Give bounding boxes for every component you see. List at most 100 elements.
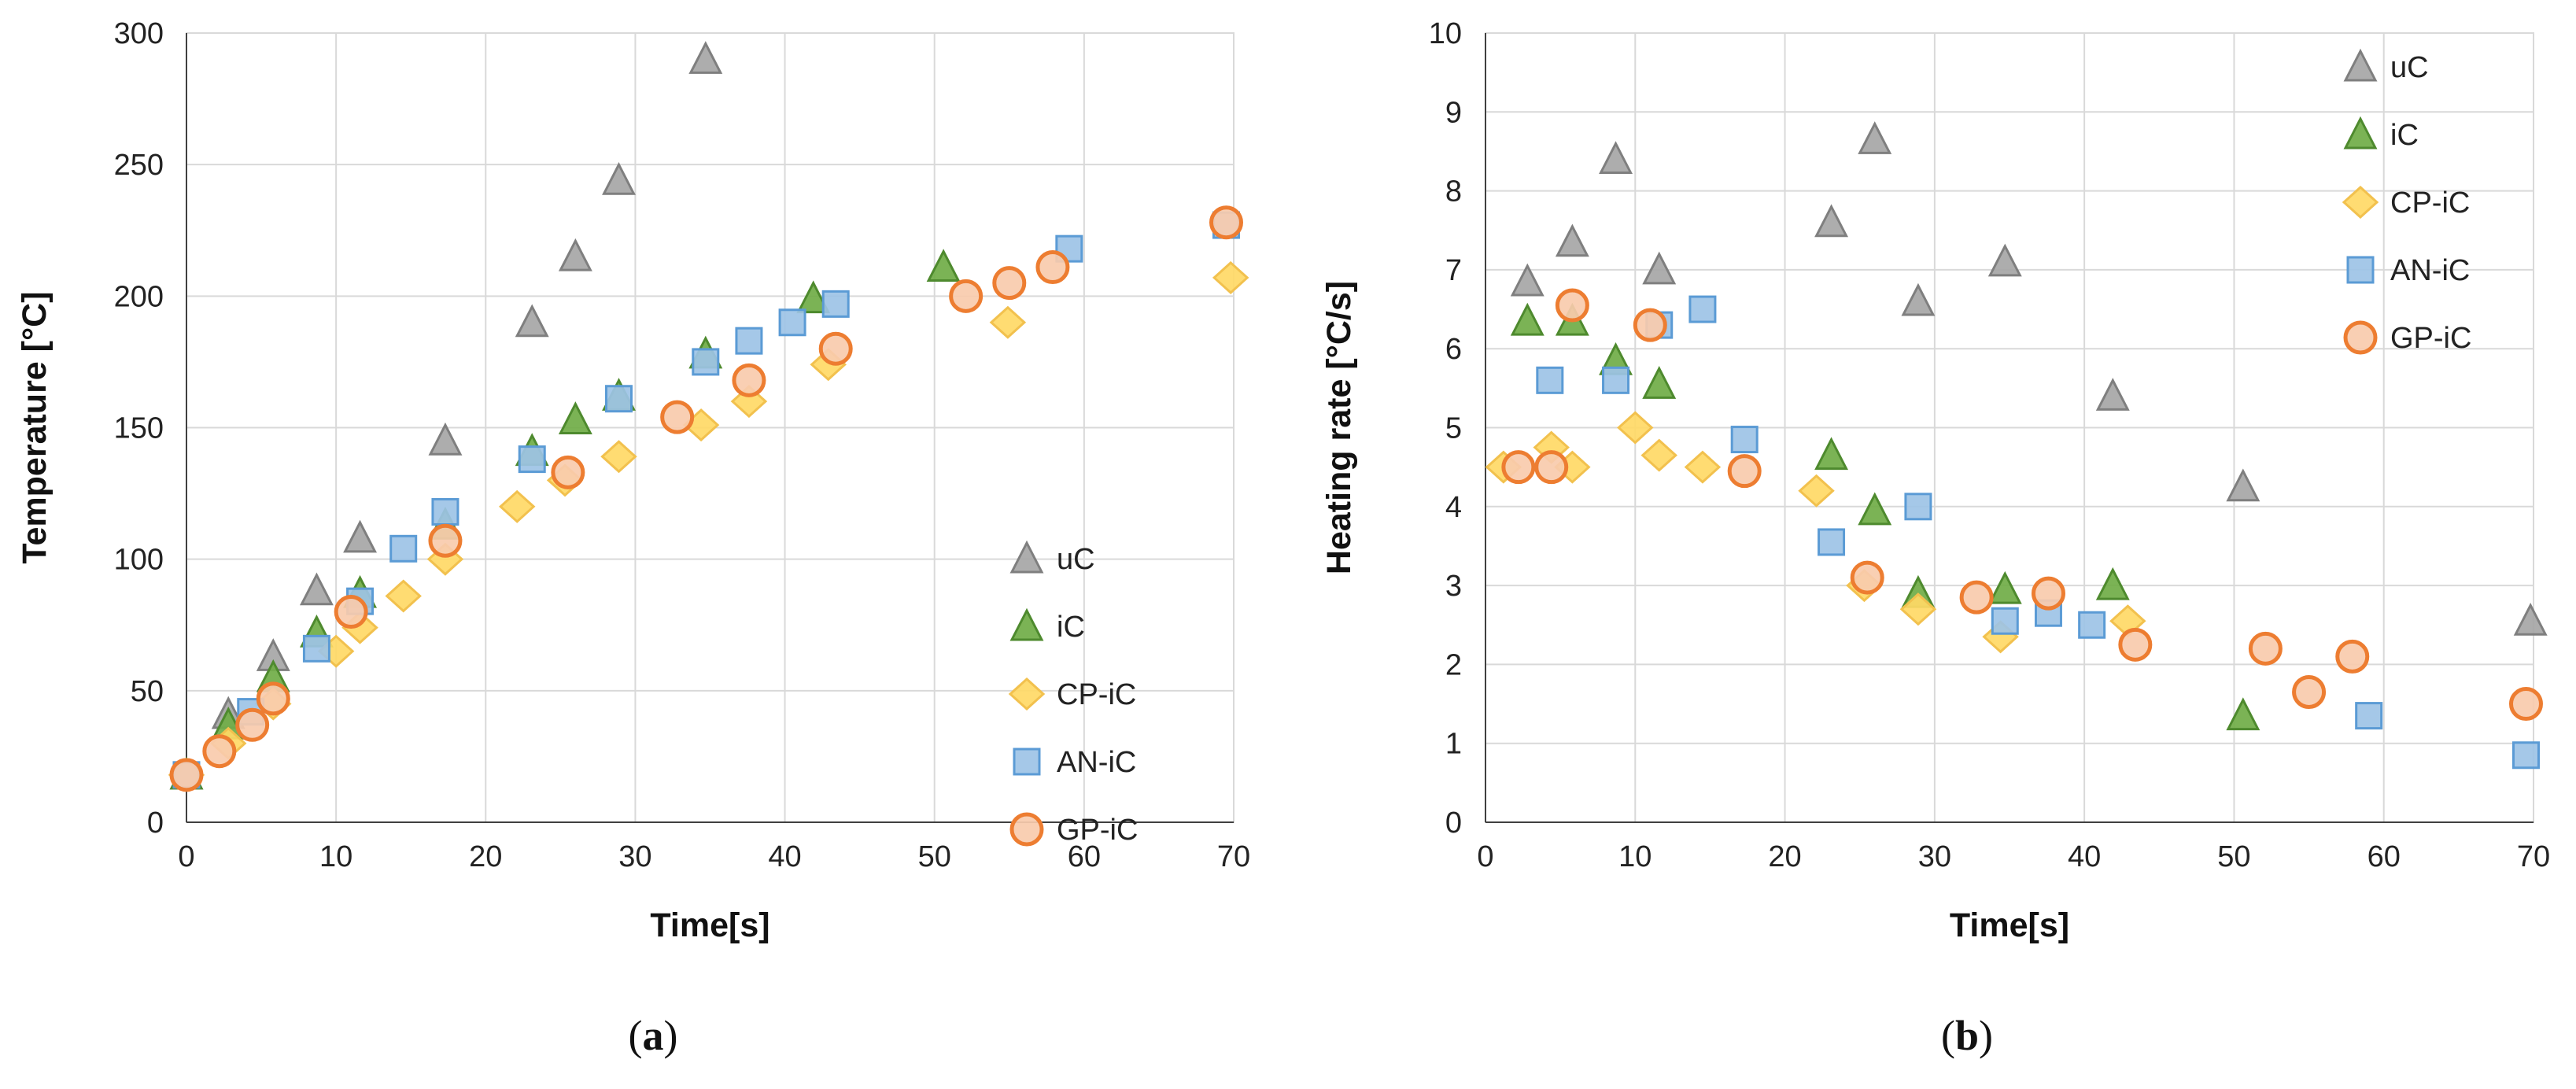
x-tick-label: 0: [1477, 840, 1493, 873]
series-iC: [1510, 302, 2260, 731]
data-point: [1510, 302, 1544, 336]
x-tick-label: 70: [2517, 840, 2550, 873]
data-points: [168, 41, 1249, 792]
data-point: [2355, 702, 2383, 730]
data-point: [2248, 631, 2283, 666]
data-point: [1599, 141, 1633, 174]
data-point: [1818, 528, 1846, 556]
data-point: [1814, 437, 1849, 471]
data-point: [385, 579, 422, 613]
x-tick-label: 20: [1768, 840, 1801, 873]
x-tick-label: 60: [2367, 840, 2401, 873]
data-point: [1684, 450, 1722, 484]
data-point: [515, 304, 549, 338]
y-tick-label: 2: [1445, 648, 1462, 681]
legend-label: GP-iC: [1057, 814, 1138, 847]
x-tick-label: 70: [1217, 840, 1250, 873]
data-point: [551, 455, 585, 489]
x-tick-label: 40: [768, 840, 801, 873]
data-point: [1633, 308, 1667, 342]
data-point: [1536, 366, 1564, 394]
data-point: [2292, 675, 2327, 710]
data-point: [169, 758, 204, 792]
data-point: [732, 363, 766, 397]
data-point: [818, 331, 853, 366]
legend-label: iC: [1057, 611, 1085, 644]
data-point: [2078, 611, 2106, 639]
legend-item: uC: [2343, 48, 2429, 84]
data-point: [235, 707, 270, 742]
data-point: [688, 41, 723, 74]
data-point: [2226, 697, 2260, 731]
data-point: [299, 572, 334, 606]
legend-marker: [2343, 116, 2378, 150]
legend-item: AN-iC: [1013, 746, 1136, 779]
data-point: [692, 348, 720, 376]
chart-panel-a: Time[s] Temperature [°C] (a) 0 10 20 30 40 50…: [16, 17, 1250, 1059]
y-tick-label: 9: [1445, 96, 1462, 129]
panel-caption: (a): [629, 1012, 678, 1059]
legend-item: uC: [1009, 540, 1095, 576]
y-axis-title: Temperature [°C]: [16, 291, 54, 563]
legend-label: CP-iC: [1057, 678, 1136, 711]
data-point: [1991, 607, 2019, 635]
y-axis-title: Heating rate [°C/s]: [1320, 281, 1358, 574]
data-point: [202, 734, 237, 769]
data-point: [1209, 205, 1243, 240]
data-point: [558, 401, 592, 434]
gridlines: [186, 32, 1234, 823]
y-tick-label: 1: [1445, 728, 1462, 761]
data-point: [778, 308, 806, 337]
series-uC: [1510, 121, 2548, 636]
data-point: [1899, 592, 1937, 626]
tick-labels: 0 10 20 30 40 50 60 70 0 50 100 150 200 250 300: [114, 17, 1251, 873]
legend-label: iC: [2390, 119, 2419, 152]
data-point: [1727, 454, 1762, 489]
y-tick-label: 8: [1445, 175, 1462, 209]
data-point: [2031, 576, 2065, 611]
data-point: [735, 327, 763, 355]
legend-marker: [1009, 540, 1044, 574]
data-point: [256, 681, 290, 716]
data-point: [1798, 474, 1835, 508]
panel-caption-letter: a: [643, 1012, 664, 1059]
data-point: [821, 290, 850, 318]
data-point: [2118, 627, 2153, 662]
legend-label: uC: [2390, 51, 2429, 84]
data-point: [1642, 251, 1677, 285]
y-tick-label: 300: [114, 17, 164, 50]
y-tick-label: 5: [1445, 412, 1462, 445]
data-point: [602, 161, 636, 195]
data-point: [2226, 468, 2260, 502]
legend-item: iC: [2343, 116, 2419, 152]
y-tick-label: 3: [1445, 570, 1462, 603]
data-point: [428, 422, 463, 456]
data-point: [1904, 493, 1932, 521]
series-GP-iC: [169, 205, 1243, 792]
data-point: [389, 534, 418, 563]
data-point: [1730, 426, 1759, 454]
x-tick-label: 10: [1618, 840, 1652, 873]
panel-caption: (b): [1941, 1012, 1993, 1059]
y-tick-label: 150: [114, 412, 164, 445]
legend-marker: [2343, 48, 2378, 82]
data-point: [796, 280, 831, 314]
legend-marker: [2346, 256, 2375, 284]
y-tick-label: 0: [1445, 807, 1462, 840]
data-point: [334, 595, 368, 629]
data-point: [1035, 250, 1070, 285]
series-GP-iC: [1501, 288, 2543, 722]
x-tick-label: 40: [2068, 840, 2101, 873]
y-tick-label: 4: [1445, 491, 1462, 524]
legend-marker: [1008, 677, 1046, 711]
y-tick-label: 7: [1445, 254, 1462, 287]
data-point: [926, 249, 961, 282]
data-point: [2095, 378, 2130, 411]
data-point: [992, 266, 1027, 301]
legend-label: uC: [1057, 543, 1095, 576]
data-point: [518, 445, 546, 474]
data-point: [1901, 282, 1936, 316]
data-point: [343, 519, 378, 553]
legend-item: CP-iC: [1008, 677, 1136, 711]
